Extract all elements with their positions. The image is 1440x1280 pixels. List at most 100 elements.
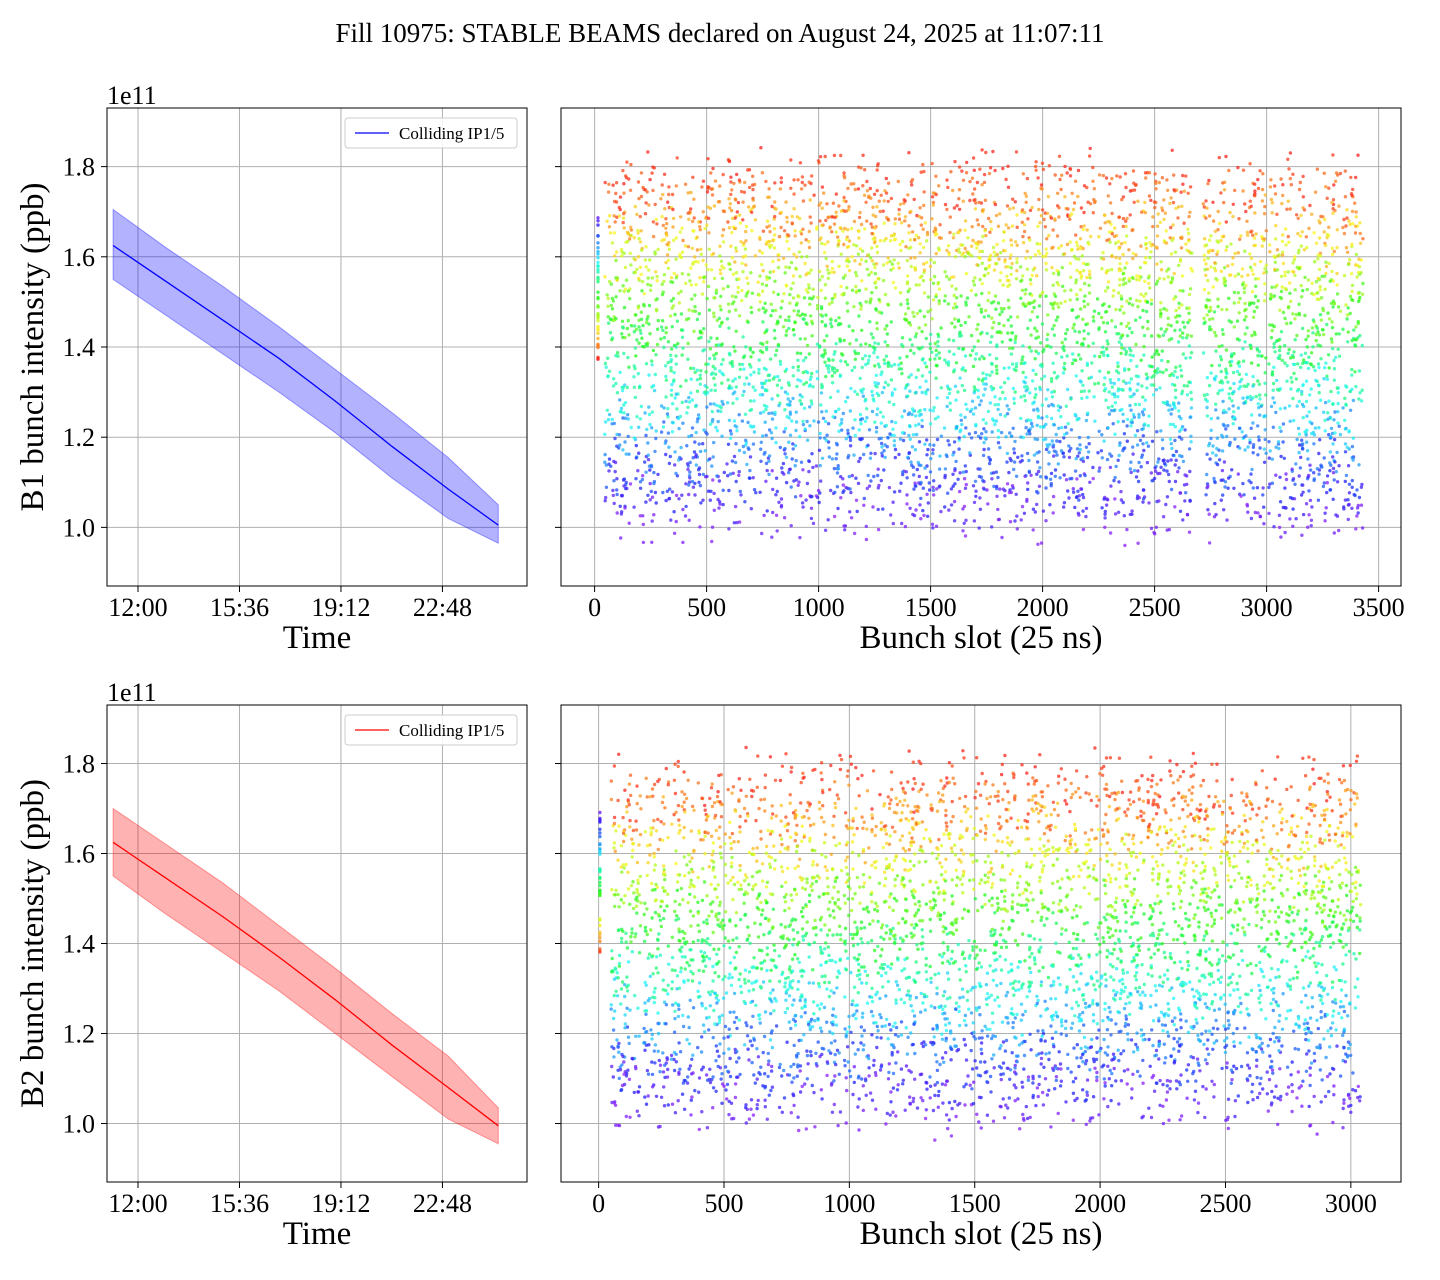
scatter-point <box>903 386 908 390</box>
scatter-point <box>934 232 939 236</box>
scatter-point <box>840 428 844 432</box>
scatter-point <box>679 384 683 388</box>
scatter-point <box>1142 294 1146 299</box>
scatter-point <box>1283 406 1287 410</box>
scatter-point <box>1273 350 1277 354</box>
scatter-point <box>1047 450 1051 454</box>
scatter-point <box>690 297 694 301</box>
scatter-point <box>827 357 831 361</box>
scatter-point <box>876 467 880 471</box>
scatter-point <box>830 300 834 304</box>
scatter-point <box>1089 234 1093 239</box>
scatter-point <box>975 180 980 185</box>
scatter-point <box>928 422 933 426</box>
scatter-point <box>1231 416 1235 421</box>
scatter-point <box>730 386 734 390</box>
scatter-point <box>1300 295 1304 299</box>
scatter-point <box>980 261 984 265</box>
scatter-point <box>841 411 845 416</box>
scatter-point <box>1126 321 1131 325</box>
scatter-point <box>712 276 717 281</box>
scatter-point <box>627 237 632 241</box>
scatter-point <box>1251 233 1255 237</box>
scatter-point <box>781 461 786 466</box>
scatter-point <box>735 520 739 525</box>
scatter-point <box>1100 433 1104 437</box>
scatter-point <box>912 197 916 202</box>
scatter-point <box>1179 427 1184 431</box>
scatter-point <box>1084 506 1089 511</box>
scatter-point <box>1021 234 1025 239</box>
scatter-point <box>962 388 967 393</box>
scatter-point <box>778 187 783 191</box>
scatter-point <box>640 289 644 293</box>
scatter-point <box>1300 533 1304 537</box>
scatter-point <box>1031 300 1035 305</box>
scatter-point <box>885 445 889 449</box>
scatter-point <box>1168 236 1172 240</box>
scatter-point <box>789 287 793 291</box>
scatter-point <box>1156 212 1160 216</box>
scatter-point <box>958 471 962 475</box>
scatter-point <box>799 460 804 464</box>
scatter-point <box>1063 337 1068 341</box>
scatter-point <box>1243 332 1247 336</box>
scatter-point <box>1023 292 1027 296</box>
scatter-point <box>734 295 738 299</box>
scatter-point <box>839 421 844 425</box>
scatter-point <box>1317 426 1321 430</box>
scatter-point <box>1294 517 1298 521</box>
scatter-point <box>916 346 920 350</box>
scatter-point <box>718 184 722 188</box>
scatter-point <box>1106 285 1110 290</box>
scatter-point <box>1333 179 1338 183</box>
scatter-point <box>820 320 824 324</box>
scatter-point <box>1236 251 1241 255</box>
scatter-point <box>1119 351 1123 356</box>
scatter-point <box>752 205 756 209</box>
scatter-point <box>1041 509 1046 513</box>
scatter-point <box>917 326 921 330</box>
scatter-point <box>912 487 916 491</box>
scatter-point <box>728 429 733 433</box>
scatter-point <box>1263 292 1267 296</box>
scatter-point <box>1149 471 1154 475</box>
scatter-point <box>979 399 983 403</box>
scatter-point <box>1173 395 1178 400</box>
scatter-point <box>650 519 654 523</box>
scatter-point <box>1008 338 1012 342</box>
scatter-point <box>1038 363 1043 367</box>
scatter-point <box>686 211 690 215</box>
scatter-point <box>952 450 956 454</box>
scatter-point <box>668 314 673 318</box>
scatter-point <box>1168 422 1173 427</box>
scatter-point <box>814 464 819 468</box>
scatter-point <box>1121 412 1125 416</box>
scatter-point <box>1305 449 1310 453</box>
scatter-point <box>758 490 762 494</box>
scatter-point <box>936 415 940 419</box>
scatter-point <box>866 358 871 362</box>
scatter-point <box>1204 216 1208 220</box>
scatter-point <box>1129 349 1133 353</box>
scatter-point <box>606 304 610 308</box>
scatter-point <box>872 240 877 245</box>
scatter-point <box>1238 446 1242 450</box>
scatter-point <box>1049 377 1054 381</box>
scatter-point <box>800 395 804 399</box>
scatter-point <box>922 513 926 518</box>
scatter-point <box>897 217 902 221</box>
scatter-point <box>807 245 812 250</box>
scatter-point <box>1135 298 1139 303</box>
scatter-point <box>671 207 675 212</box>
scatter-point <box>867 194 871 198</box>
scatter-point <box>804 321 808 325</box>
scatter-point <box>692 329 696 334</box>
scatter-point <box>972 283 977 287</box>
scatter-point <box>1051 228 1055 232</box>
scatter-point <box>627 365 631 369</box>
scatter-point <box>877 297 881 302</box>
scatter-point <box>1286 157 1290 161</box>
scatter-point <box>1281 233 1285 237</box>
scatter-point <box>903 219 907 223</box>
